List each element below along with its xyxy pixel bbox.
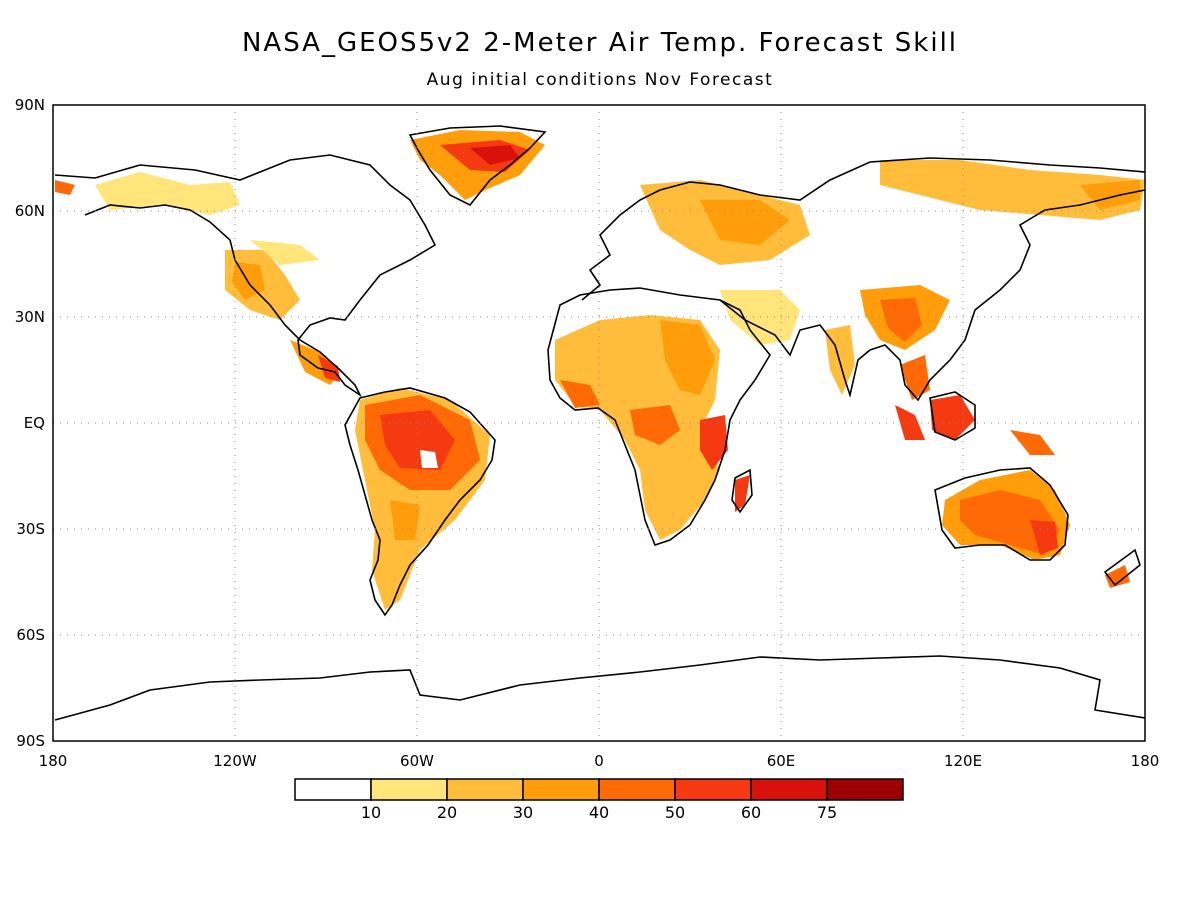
lon-axis: 180 120W 60W 0 60E 120E 180 [39, 752, 1160, 770]
colorbar-label: 75 [817, 803, 837, 822]
colorbar-swatch [446, 778, 524, 801]
map-gridlines [53, 105, 1145, 741]
colorbar-swatch [826, 778, 904, 801]
colorbar-label: 20 [437, 803, 457, 822]
colorbar-label: 10 [361, 803, 381, 822]
colorbar-label: 60 [741, 803, 761, 822]
colorbar-labels: 10 20 30 40 50 60 75 [361, 803, 837, 822]
lat-tick-label: 30S [16, 520, 45, 538]
colorbar-swatch [370, 778, 448, 801]
lon-tick-label: 180 [1131, 752, 1160, 770]
lat-tick-label: 90N [15, 96, 45, 114]
colorbar-label: 30 [513, 803, 533, 822]
skill-shading [55, 130, 1145, 610]
lon-tick-label: 120E [944, 752, 982, 770]
lon-tick-label: 60E [767, 752, 796, 770]
colorbar-label: 40 [589, 803, 609, 822]
colorbar-swatch [750, 778, 828, 801]
coastlines [54, 125, 1146, 721]
lat-tick-label: 30N [15, 308, 45, 326]
lon-tick-label: 120W [213, 752, 257, 770]
lat-tick-label: 60N [15, 202, 45, 220]
lon-tick-label: 60W [400, 752, 434, 770]
colorbar-label: 50 [665, 803, 685, 822]
lon-tick-label: 0 [594, 752, 604, 770]
lat-tick-label: EQ [24, 414, 45, 432]
chart-subtitle: Aug initial conditions Nov Forecast [426, 70, 774, 90]
colorbar-swatch [598, 778, 676, 801]
map-frame [52, 104, 1146, 742]
colorbar-boxes [294, 778, 904, 801]
lat-tick-label: 90S [16, 732, 45, 750]
colorbar: 10 20 30 40 50 60 75 [294, 778, 904, 822]
chart-title: NASA_GEOS5v2 2-Meter Air Temp. Forecast … [241, 28, 959, 58]
lat-tick-label: 60S [16, 626, 45, 644]
lat-axis: 90N 60N 30N EQ 30S 60S 90S [15, 96, 45, 750]
colorbar-swatch [522, 778, 600, 801]
colorbar-swatch [294, 778, 372, 801]
lon-tick-label: 180 [39, 752, 68, 770]
colorbar-swatch [674, 778, 752, 801]
